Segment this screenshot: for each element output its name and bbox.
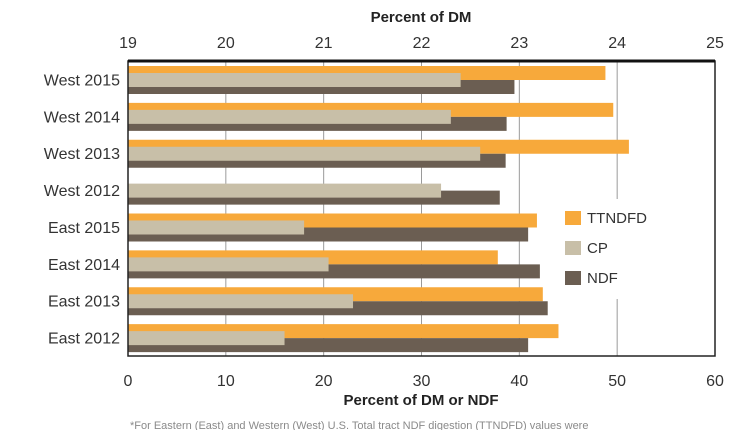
category-label: East 2014	[48, 257, 120, 274]
top-axis-tick-label: 25	[706, 35, 724, 52]
bottom-axis-tick-label: 60	[706, 373, 724, 390]
legend-swatch-ndf	[565, 271, 581, 285]
bottom-axis-tick-label: 10	[217, 373, 235, 390]
legend-swatch-ttndfd	[565, 211, 581, 225]
bar-cp	[128, 220, 305, 235]
category-label: West 2012	[44, 183, 120, 200]
bar-cp	[128, 331, 285, 346]
top-axis-title: Percent of DM	[371, 9, 472, 26]
category-label: West 2014	[44, 109, 120, 126]
top-axis-tick-label: 22	[413, 35, 431, 52]
category-label: East 2013	[48, 294, 120, 311]
bottom-axis-tick-label: 0	[124, 373, 133, 390]
top-axis-tick-label: 19	[119, 35, 137, 52]
bottom-axis-tick-label: 50	[608, 373, 626, 390]
bar-cp	[128, 73, 461, 87]
bar-cp	[128, 146, 481, 161]
legend: TTNDFD CP NDF	[546, 199, 666, 299]
top-axis-tick-label: 24	[608, 35, 626, 52]
bar-cp	[128, 183, 442, 198]
top-axis-tick-label: 20	[217, 35, 235, 52]
legend-label-ttndfd: TTNDFD	[587, 210, 647, 227]
bar-cp	[128, 257, 329, 272]
legend-label-cp: CP	[587, 240, 608, 257]
footnote: *For Eastern (East) and Western (West) U…	[130, 420, 588, 430]
top-axis-tick-label: 23	[510, 35, 528, 52]
category-label: West 2013	[44, 146, 120, 163]
bottom-axis-ticks: 0 10 20 30 40 50 60	[124, 373, 724, 390]
category-label: East 2015	[48, 220, 120, 237]
bars	[128, 66, 629, 353]
category-label: East 2012	[48, 331, 120, 348]
top-axis-ticks: 19 20 21 22 23 24 25	[119, 35, 724, 52]
legend-label-ndf: NDF	[587, 270, 618, 287]
bottom-axis-tick-label: 40	[510, 373, 528, 390]
bottom-axis-tick-label: 30	[413, 373, 431, 390]
bottom-axis-tick-label: 20	[315, 373, 333, 390]
category-labels: West 2015 West 2014 West 2013 West 2012 East…	[44, 72, 120, 347]
category-label: West 2015	[44, 72, 120, 89]
bar-cp	[128, 294, 354, 309]
top-axis-tick-label: 21	[315, 35, 333, 52]
bar-cp	[128, 109, 451, 124]
bottom-axis-title: Percent of DM or NDF	[343, 392, 498, 409]
legend-swatch-cp	[565, 241, 581, 255]
